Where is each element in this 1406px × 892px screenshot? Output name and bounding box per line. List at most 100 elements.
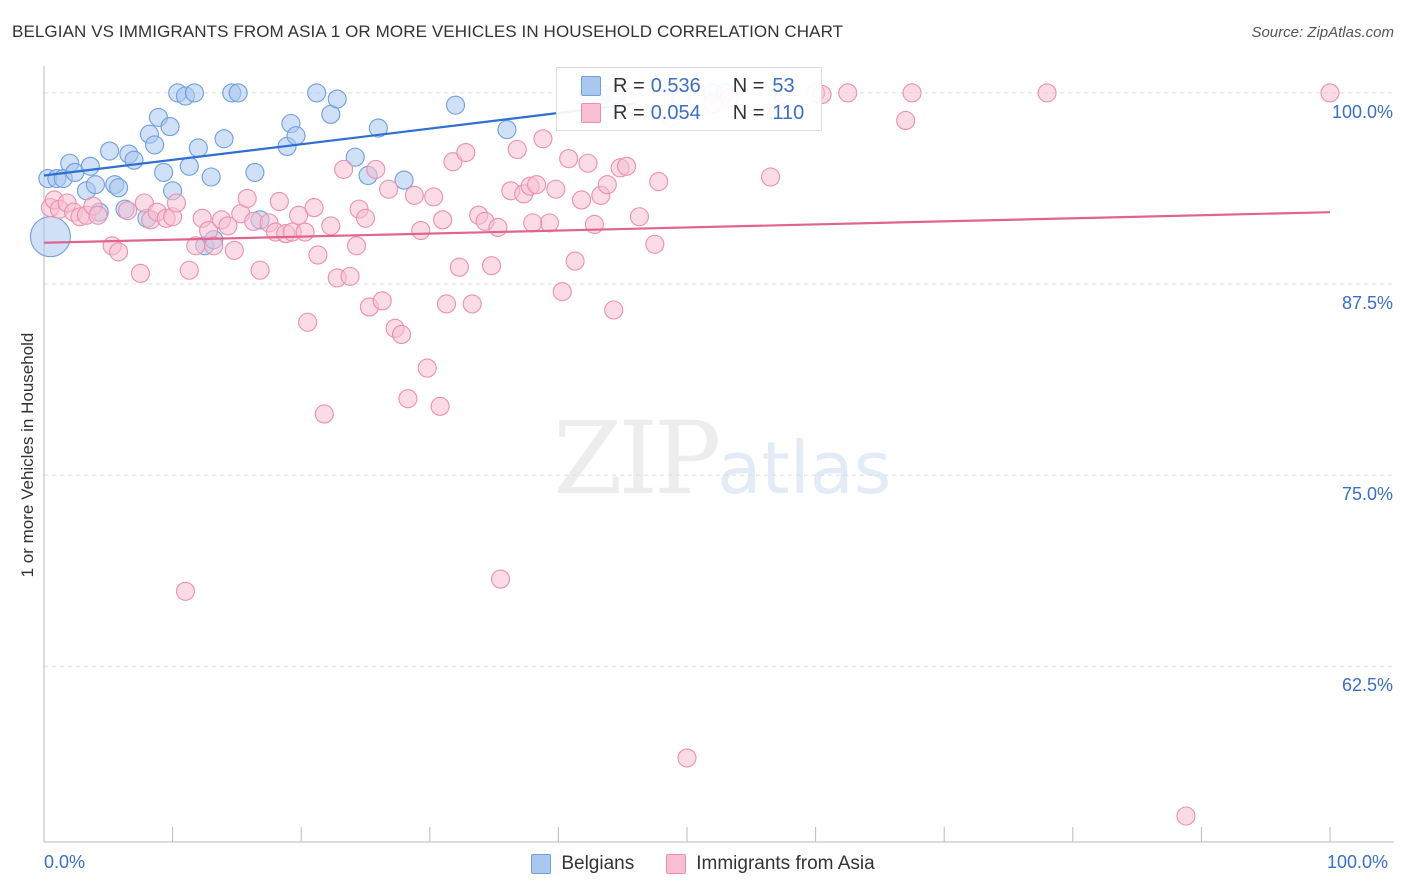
asia-point (314, 404, 334, 424)
asia-point (379, 179, 399, 199)
asia-swatch (666, 854, 687, 874)
asia-point (304, 198, 324, 218)
asia-point (539, 213, 559, 233)
y-tick-label: 87.5% (1342, 293, 1393, 313)
asia-point (488, 217, 508, 238)
asia-point (417, 358, 437, 378)
asia-point (175, 581, 196, 601)
watermark-atlas: atlas (717, 426, 892, 510)
asia-point (109, 242, 129, 262)
asia-point (366, 159, 386, 179)
asia-point (896, 110, 916, 130)
asia-point (298, 312, 318, 332)
belgians-point (188, 138, 208, 158)
asia-point (340, 266, 360, 286)
source-label: Source: ZipAtlas.com (1251, 24, 1394, 41)
y-tick-label: 100.0% (1332, 102, 1393, 122)
asia-point (433, 210, 453, 230)
asia-trendline (43, 211, 1331, 244)
asia-point (321, 216, 341, 236)
belgians-point (345, 147, 365, 167)
asia-point (578, 153, 598, 173)
asia-point (404, 185, 424, 205)
belgians-point (154, 162, 174, 182)
asia-point (391, 324, 412, 345)
asia-point (308, 245, 328, 265)
belgians-point (145, 135, 165, 155)
asia-point (1176, 806, 1196, 826)
asia-point (507, 139, 527, 160)
x-tick-min: 0.0% (44, 852, 86, 872)
asia-point (250, 260, 270, 280)
asia-point (604, 300, 624, 320)
asia-point (346, 236, 367, 256)
asia-point (645, 234, 665, 254)
belgians-point (286, 126, 306, 146)
asia-point (130, 263, 150, 283)
asia-point (571, 190, 592, 210)
legend-item-belgians[interactable]: Belgians (531, 853, 634, 875)
legend-item-asia[interactable]: Immigrants from Asia (666, 853, 875, 875)
asia-point (166, 193, 187, 213)
asia-point (462, 294, 482, 314)
asia-point (436, 294, 457, 314)
asia-point (481, 256, 502, 276)
asia-point (424, 187, 444, 207)
asia-point (443, 152, 463, 172)
asia-swatch (581, 103, 601, 123)
asia-point (289, 205, 309, 225)
asia-point (398, 389, 418, 409)
belgians-point (445, 95, 466, 115)
belgians-point (29, 216, 71, 258)
asia-point (526, 175, 547, 195)
asia-point (372, 291, 392, 311)
asia-point (237, 188, 257, 208)
belgians-point (228, 83, 248, 103)
asia-point (430, 396, 450, 416)
asia-point (523, 213, 543, 233)
r-value-belgians: 0.536 (650, 74, 701, 97)
asia-point (552, 282, 572, 302)
belgians-swatch (581, 76, 601, 96)
belgians-point (201, 167, 221, 187)
legend-label-asia: Immigrants from Asia (696, 853, 875, 874)
asia-point (565, 251, 585, 271)
asia-point (134, 193, 154, 213)
belgians-point (80, 156, 100, 176)
legend-row-asia: R = 0.054 N = 110 (581, 101, 804, 125)
belgians-point (124, 150, 144, 170)
x-tick-max: 100.0% (1327, 852, 1389, 872)
belgians-point (100, 141, 120, 161)
asia-point (649, 172, 669, 192)
belgians-point (160, 117, 180, 137)
n-value-belgians: 53 (772, 74, 795, 97)
asia-point (334, 159, 354, 179)
belgians-point (368, 118, 388, 138)
asia-point (546, 179, 566, 199)
belgians-point (184, 83, 205, 103)
r-label: R = (613, 101, 645, 124)
belgians-point (179, 156, 199, 176)
asia-point (355, 208, 376, 228)
r-label: R = (613, 74, 645, 97)
asia-point (224, 240, 244, 260)
asia-point (179, 260, 199, 280)
asia-point (456, 143, 476, 163)
n-label: N = (732, 101, 765, 124)
zipatlas-watermark: ZIPatlas (553, 400, 891, 517)
belgians-point (394, 170, 414, 190)
asia-point (1320, 83, 1340, 103)
asia-point (838, 83, 858, 103)
asia-point (617, 156, 637, 176)
asia-point (449, 257, 469, 277)
belgians-point (214, 129, 234, 149)
asia-point (295, 222, 315, 242)
asia-point (118, 201, 138, 221)
chart-title: BELGIAN VS IMMIGRANTS FROM ASIA 1 OR MOR… (12, 22, 844, 41)
asia-point (559, 149, 579, 169)
n-label: N = (732, 74, 765, 97)
legend-row-belgians: R = 0.536 N = 53 (581, 74, 795, 98)
asia-point (1037, 83, 1057, 103)
y-tick-label: 62.5% (1342, 675, 1393, 695)
